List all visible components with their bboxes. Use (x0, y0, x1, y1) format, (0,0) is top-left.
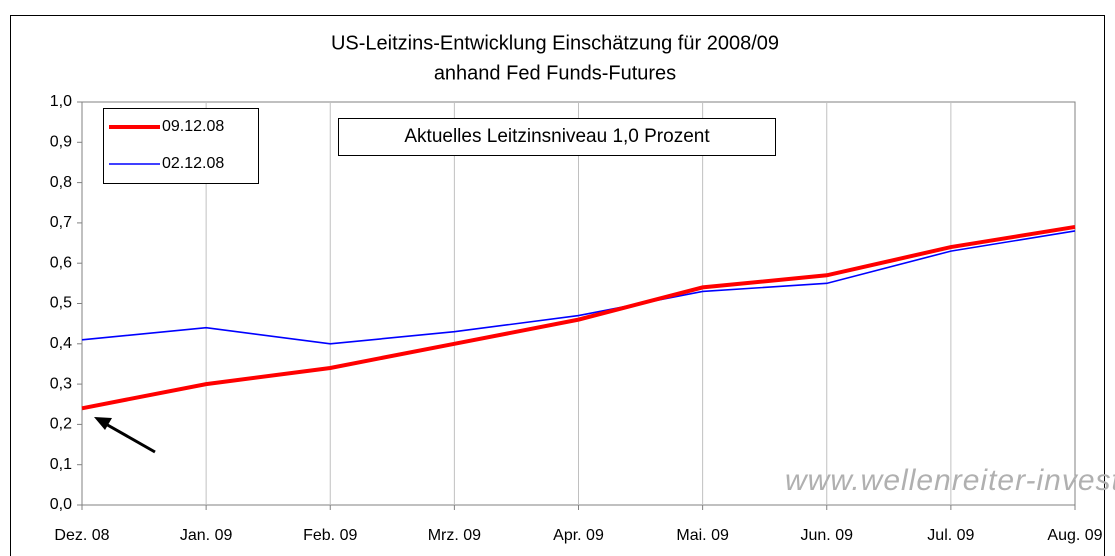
y-tick-label: 0,6 (50, 254, 72, 271)
x-tick-label: Jan. 09 (180, 527, 233, 544)
y-tick-label: 1,0 (50, 93, 72, 110)
y-tick-label: 0,0 (50, 496, 72, 513)
x-tick-label: Mrz. 09 (428, 527, 481, 544)
x-tick-label: Jul. 09 (927, 527, 974, 544)
x-tick-label: Dez. 08 (54, 527, 109, 544)
chart-title: US-Leitzins-Entwicklung Einschätzung für… (331, 32, 779, 54)
legend (103, 108, 259, 184)
y-tick-label: 0,3 (50, 375, 72, 392)
legend-label: 09.12.08 (162, 118, 224, 135)
series-line (81, 224, 1076, 411)
annotation: Aktuelles Leitzinsniveau 1,0 Prozent (404, 126, 710, 147)
watermark: www.wellenreiter-invest.de (785, 464, 1115, 497)
arrow-head (94, 417, 112, 430)
arrow (103, 421, 156, 454)
series-line (81, 230, 1076, 345)
x-tick-label: Aug. 09 (1047, 527, 1102, 544)
x-tick-label: Mai. 09 (676, 527, 729, 544)
x-tick-label: Apr. 09 (553, 527, 604, 544)
y-tick-label: 0,8 (50, 174, 72, 191)
y-tick-label: 0,7 (50, 214, 72, 231)
y-tick-label: 0,9 (50, 134, 72, 151)
x-tick-label: Feb. 09 (303, 527, 357, 544)
y-tick-label: 0,4 (50, 335, 72, 352)
chart-subtitle: anhand Fed Funds-Futures (434, 62, 676, 84)
y-tick-label: 0,1 (50, 456, 72, 473)
y-tick-label: 0,5 (50, 295, 72, 312)
legend-label: 02.12.08 (162, 155, 224, 172)
x-tick-label: Jun. 09 (801, 527, 854, 544)
legend-items: 09.12.08 02.12.08 (109, 118, 224, 172)
annotation-box (338, 118, 776, 156)
y-tick-label: 0,2 (50, 416, 72, 433)
